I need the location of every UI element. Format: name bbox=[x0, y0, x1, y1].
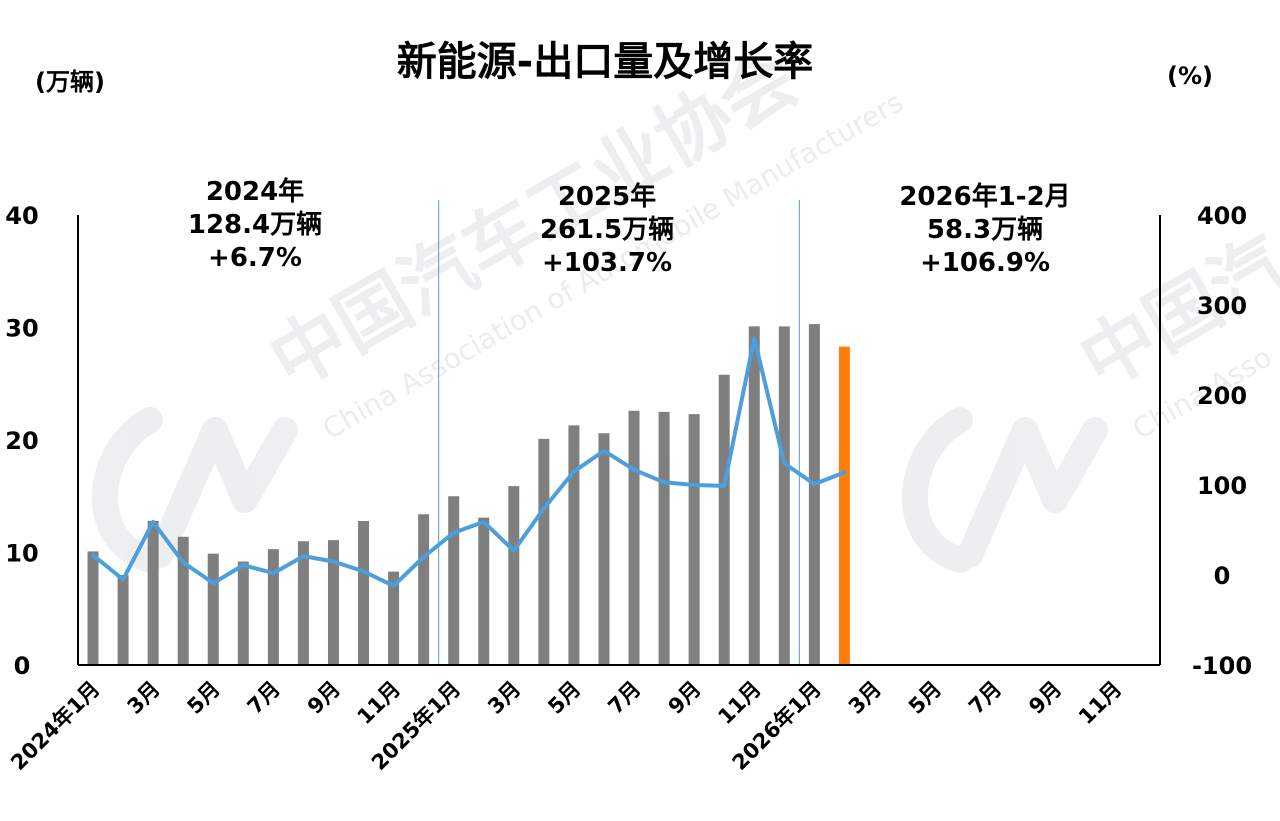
axes bbox=[77, 215, 1161, 666]
bar bbox=[838, 346, 850, 665]
bar bbox=[568, 425, 580, 665]
bar bbox=[538, 438, 550, 665]
right-tick-label: -100 bbox=[1192, 652, 1252, 680]
bar bbox=[297, 541, 309, 665]
x-tick-label: 11月 bbox=[713, 677, 765, 729]
bar bbox=[327, 540, 339, 665]
bar bbox=[177, 536, 189, 665]
watermark-cn-text: 中国汽车工业协会 bbox=[256, 35, 812, 405]
x-tick-label: 3月 bbox=[483, 677, 525, 719]
bar bbox=[418, 514, 430, 665]
annotation-text: +103.7% bbox=[542, 248, 672, 278]
annotation-text: 58.3万辆 bbox=[927, 215, 1043, 245]
right-tick-label: 200 bbox=[1197, 382, 1247, 410]
left-tick-label: 0 bbox=[14, 652, 31, 680]
x-tick-label: 9月 bbox=[303, 677, 345, 719]
right-tick-label: 300 bbox=[1197, 292, 1247, 320]
caam-logo-right bbox=[901, 407, 1108, 573]
left-tick-label: 30 bbox=[5, 315, 38, 343]
x-tick-label: 11月 bbox=[1074, 677, 1126, 729]
bar bbox=[448, 496, 460, 665]
x-tick-label: 2024年1月 bbox=[6, 677, 104, 775]
chart-title: 新能源-出口量及增长率 bbox=[397, 39, 814, 85]
x-tick-label: 5月 bbox=[543, 677, 585, 719]
x-tick-label: 7月 bbox=[603, 677, 645, 719]
bar bbox=[87, 551, 99, 665]
annotation-text: 261.5万辆 bbox=[540, 215, 674, 245]
bar bbox=[358, 521, 370, 665]
growth-line bbox=[91, 336, 847, 588]
x-tick-label: 7月 bbox=[243, 677, 285, 719]
right-tick-label: 400 bbox=[1197, 202, 1247, 230]
x-tick-label: 9月 bbox=[664, 677, 706, 719]
bar bbox=[688, 414, 700, 665]
right-axis-unit: (%) bbox=[1167, 62, 1213, 90]
x-tick-label: 3月 bbox=[844, 677, 886, 719]
right-axis-ticks: -100 0 100 200 300 400 bbox=[1192, 202, 1252, 680]
bar bbox=[778, 326, 790, 665]
bar bbox=[478, 517, 490, 665]
x-tick-label: 5月 bbox=[904, 677, 946, 719]
right-tick-label: 0 bbox=[1214, 562, 1231, 590]
x-tick-label: 9月 bbox=[1024, 677, 1066, 719]
bar bbox=[598, 433, 610, 665]
bar bbox=[508, 486, 520, 665]
bar bbox=[808, 324, 820, 665]
x-tick-label: 7月 bbox=[964, 677, 1006, 719]
x-tick-label: 11月 bbox=[353, 677, 405, 729]
right-tick-label: 100 bbox=[1197, 472, 1247, 500]
left-tick-label: 40 bbox=[5, 202, 38, 230]
bar bbox=[267, 549, 279, 665]
bar-series bbox=[87, 324, 850, 665]
annotation-text: 2025年 bbox=[558, 181, 656, 212]
bar bbox=[388, 571, 400, 665]
annotation-text: 2026年1-2月 bbox=[899, 181, 1070, 212]
annotation-text: 128.4万辆 bbox=[188, 210, 322, 240]
growth-line-series bbox=[91, 336, 847, 588]
bar bbox=[147, 521, 159, 665]
bar bbox=[748, 326, 760, 665]
left-tick-label: 10 bbox=[5, 540, 38, 568]
bar bbox=[658, 411, 670, 665]
left-axis-unit: (万辆) bbox=[35, 68, 105, 96]
bar bbox=[117, 575, 129, 665]
bar bbox=[628, 410, 640, 665]
bar bbox=[207, 553, 219, 665]
x-tick-label: 5月 bbox=[183, 677, 225, 719]
x-tick-label: 3月 bbox=[123, 677, 165, 719]
left-tick-label: 20 bbox=[5, 427, 38, 455]
left-axis-ticks: 0 10 20 30 40 bbox=[5, 202, 38, 680]
bar bbox=[718, 374, 730, 665]
annotation-text: +6.7% bbox=[208, 243, 302, 273]
annotation-text: +106.9% bbox=[920, 248, 1050, 278]
period-separators bbox=[438, 200, 800, 665]
bar bbox=[237, 561, 249, 665]
caam-logo-left bbox=[91, 407, 298, 573]
annotation-text: 2024年 bbox=[206, 176, 304, 207]
